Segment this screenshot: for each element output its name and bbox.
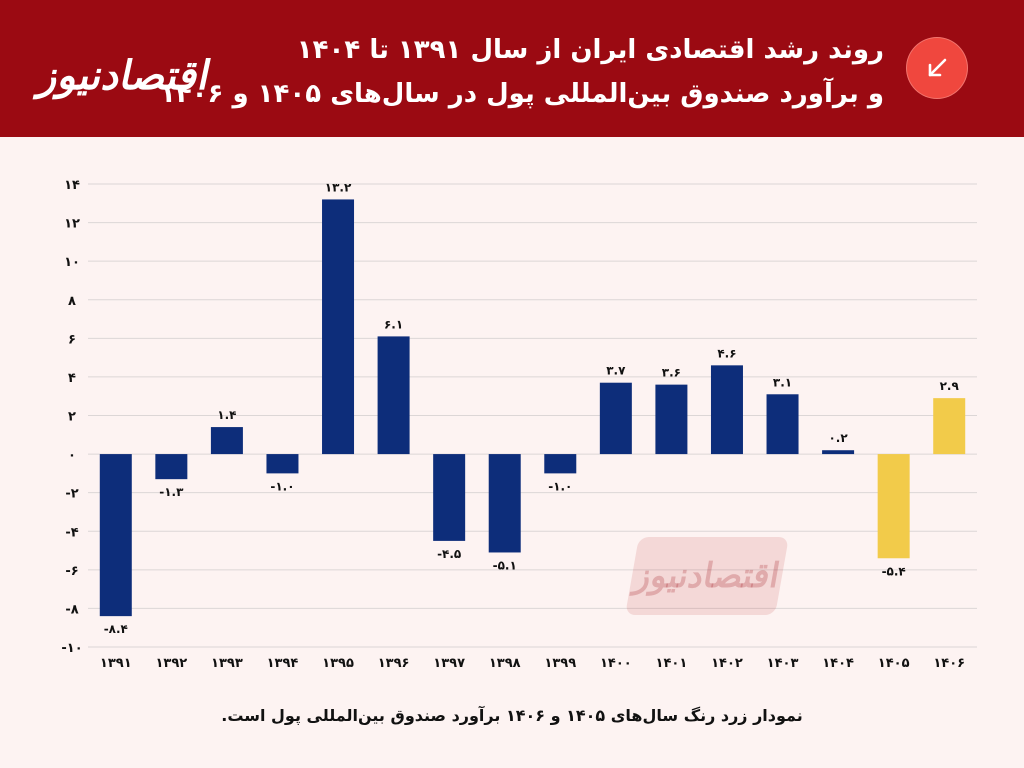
data-label: ۱۳.۲ — [325, 180, 352, 194]
data-label: ۳.۱ — [773, 375, 792, 389]
x-tick-label: ۱۴۰۲ — [711, 656, 743, 671]
x-tick-label: ۱۳۹۱ — [100, 656, 132, 671]
y-tick-label: -۲ — [65, 487, 78, 502]
bar — [655, 384, 688, 455]
y-tick-label: ۰ — [68, 448, 76, 463]
bar — [544, 454, 577, 474]
bar — [433, 454, 466, 541]
y-tick-label: -۶ — [65, 564, 78, 579]
arrow-down-left-icon — [928, 58, 947, 77]
data-label: -۴.۵ — [437, 547, 461, 561]
x-tick-label: ۱۳۹۷ — [433, 656, 465, 671]
header-banner: اقتصادنیوز روند رشد اقتصادی ایران از سال… — [0, 0, 1024, 137]
y-tick-label: ۱۴ — [64, 178, 80, 193]
x-tick-label: ۱۳۹۳ — [211, 656, 243, 671]
y-tick-label: ۲ — [68, 410, 76, 425]
chart-title: روند رشد اقتصادی ایران از سال ۱۳۹۱ تا ۱۴… — [159, 28, 884, 116]
data-label: -۵.۴ — [882, 564, 906, 578]
data-label: ۰.۲ — [828, 431, 848, 445]
data-label: -۱.۰ — [270, 479, 294, 493]
y-tick-label: ۱۰ — [64, 255, 80, 270]
bar — [933, 398, 966, 455]
y-tick-label: ۶ — [68, 332, 76, 347]
bar — [822, 450, 855, 455]
x-tick-label: ۱۳۹۶ — [378, 656, 410, 671]
x-tick-label: ۱۳۹۸ — [489, 656, 521, 671]
y-tick-label: -۱۰ — [61, 641, 82, 656]
y-tick-label: -۸ — [65, 602, 78, 617]
bar — [377, 336, 410, 455]
data-label: ۱.۴ — [217, 408, 236, 422]
y-tick-label: ۴ — [68, 371, 76, 386]
bar — [99, 454, 132, 617]
bar — [877, 454, 910, 559]
bar — [322, 199, 355, 455]
data-label: ۲.۹ — [940, 379, 960, 393]
x-tick-label: ۱۳۹۲ — [155, 656, 187, 671]
x-tick-label: ۱۳۹۵ — [322, 656, 354, 671]
bar — [766, 394, 799, 455]
data-label: ۶.۱ — [384, 317, 403, 331]
bar — [155, 454, 188, 480]
data-label: ۴.۶ — [717, 346, 736, 360]
data-label: -۵.۱ — [493, 558, 517, 572]
x-tick-label: ۱۳۹۹ — [544, 656, 576, 671]
x-tick-label: ۱۴۰۵ — [878, 656, 910, 671]
data-label: -۱.۰ — [548, 479, 572, 493]
title-line-1: روند رشد اقتصادی ایران از سال ۱۳۹۱ تا ۱۴… — [296, 35, 884, 65]
title-line-2: و برآورد صندوق بین‌المللی پول در سال‌های… — [159, 79, 884, 109]
watermark-logo: اقتصادنیوز — [625, 537, 789, 615]
data-label: ۳.۷ — [606, 364, 626, 378]
y-tick-label: ۸ — [68, 294, 76, 309]
y-tick-label: ۱۲ — [64, 217, 80, 232]
arrow-badge — [906, 37, 968, 99]
x-tick-label: ۱۴۰۴ — [822, 656, 854, 671]
x-tick-label: ۱۴۰۱ — [656, 656, 688, 671]
bar — [210, 427, 243, 455]
x-tick-label: ۱۴۰۶ — [933, 656, 965, 671]
bar — [710, 365, 743, 455]
bar — [266, 454, 299, 474]
x-tick-label: ۱۳۹۴ — [267, 656, 299, 671]
bar-chart: ۱۴ ۱۲ ۱۰ ۸ ۶ ۴ ۲ ۰ -۲ -۴ -۶ -۸ -۱۰ -۸.۴ ۱۳۹۱ -۱.۳ ۱۳۹۲ ۱.… — [61, 178, 977, 671]
bar — [599, 382, 632, 455]
x-tick-label: ۱۴۰۰ — [600, 656, 632, 671]
data-label: ۳.۶ — [662, 366, 681, 380]
y-tick-label: -۴ — [65, 525, 78, 540]
data-label: -۱.۳ — [159, 485, 184, 499]
data-label: -۸.۴ — [104, 622, 128, 636]
x-tick-label: ۱۴۰۳ — [767, 656, 799, 671]
bar — [488, 454, 521, 553]
chart-footnote: نمودار زرد رنگ سال‌های ۱۴۰۵ و ۱۴۰۶ برآور… — [221, 706, 803, 725]
